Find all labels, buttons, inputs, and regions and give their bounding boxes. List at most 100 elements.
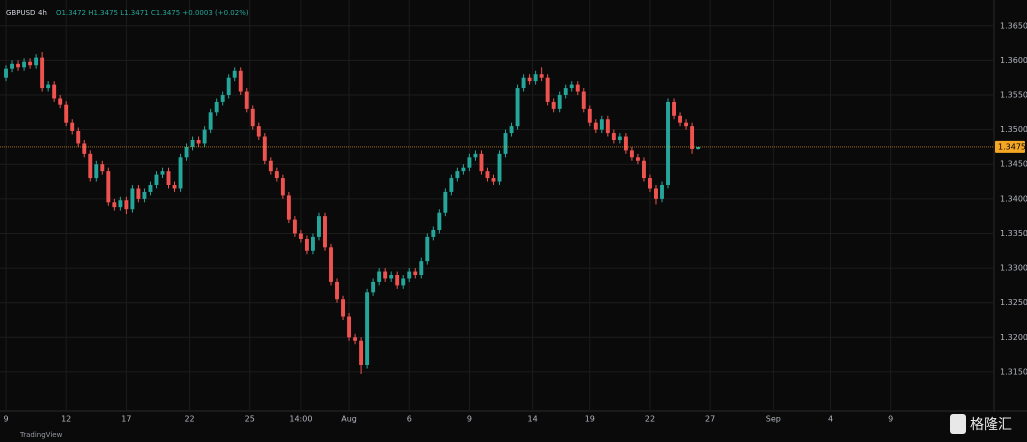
candle-body <box>431 230 436 237</box>
x-tick-label: 22 <box>645 415 655 424</box>
candle-body <box>286 195 291 220</box>
candle-body <box>359 340 364 365</box>
candles <box>4 52 701 374</box>
y-tick-label: 1.3600 <box>1000 56 1027 65</box>
candle-body <box>274 171 279 179</box>
candle-body <box>587 108 592 123</box>
candle-body <box>666 101 670 185</box>
x-tick-label: 14 <box>528 415 538 424</box>
candle-body <box>58 98 63 105</box>
grid-layer <box>0 0 993 410</box>
candle-body <box>256 126 261 137</box>
candle-body <box>593 122 598 130</box>
candle-body <box>425 236 430 262</box>
candle-body <box>473 153 478 158</box>
x-tick-label: 19 <box>585 415 595 424</box>
candle-body <box>690 126 695 149</box>
candle-body <box>377 271 382 282</box>
candle-body <box>413 271 418 275</box>
candle-body <box>202 129 207 144</box>
candle-body <box>503 133 508 154</box>
candle-body <box>353 337 358 341</box>
candle-body <box>437 212 442 230</box>
candle-body <box>22 61 27 68</box>
candle-body <box>118 200 123 208</box>
candle-body <box>617 136 622 140</box>
candle-body <box>497 153 502 182</box>
candle-body <box>479 153 484 172</box>
candle-body <box>672 101 676 116</box>
candle-body <box>341 299 345 317</box>
candle-body <box>635 157 640 161</box>
x-tick-label: 22 <box>184 415 194 424</box>
y-tick-label: 1.3400 <box>1000 194 1027 203</box>
candle-body <box>335 281 339 300</box>
candle-body <box>172 185 177 189</box>
candle-body <box>46 84 51 89</box>
candle-body <box>407 271 412 279</box>
candle-body <box>539 74 544 78</box>
candle-body <box>292 219 297 234</box>
x-tick-label: 14:00 <box>289 415 312 424</box>
candle-body <box>365 292 370 365</box>
candle-body <box>262 136 267 161</box>
candle-body <box>88 153 93 179</box>
x-tick-label: 12 <box>61 415 71 424</box>
candle-body <box>220 95 225 102</box>
candle-body <box>124 200 129 210</box>
candle-body <box>545 77 550 102</box>
candle-body <box>226 77 231 95</box>
candle-body <box>347 316 352 338</box>
candle-body <box>557 95 562 109</box>
x-tick-label: 25 <box>245 415 255 424</box>
candle-body <box>112 202 117 208</box>
logo-watermark: 格隆汇 <box>970 417 1012 433</box>
candle-body <box>214 101 219 113</box>
candle-body <box>304 239 309 251</box>
candle-body <box>623 136 628 151</box>
candle-body <box>491 178 496 182</box>
candle-body <box>323 216 327 248</box>
candle-body <box>208 112 213 130</box>
candle-body <box>100 164 105 172</box>
candle-body <box>244 91 249 109</box>
candle-body <box>76 131 81 144</box>
candle-body <box>298 233 303 239</box>
x-tick-label: Aug <box>341 415 357 424</box>
candle-body <box>515 88 520 127</box>
x-tick-label: 9 <box>888 415 893 424</box>
candle-body <box>184 146 189 158</box>
candle-body <box>52 84 57 99</box>
candle-body <box>238 70 243 92</box>
candle-body <box>563 88 568 95</box>
y-tick-label: 1.3550 <box>1000 91 1027 100</box>
candle-body <box>190 140 195 147</box>
candle-body <box>70 122 75 131</box>
candle-body <box>521 77 526 89</box>
candle-body <box>136 188 141 199</box>
y-tick-label: 1.3500 <box>1000 125 1027 134</box>
candle-body <box>551 101 556 109</box>
x-tick-label: 17 <box>121 415 131 424</box>
y-tick-label: 1.3350 <box>1000 229 1027 238</box>
y-tick-label: 1.3150 <box>1000 367 1027 376</box>
tradingview-watermark: TradingView <box>19 431 63 439</box>
candle-body <box>148 185 153 192</box>
candle-body <box>142 191 147 199</box>
candle-body <box>654 188 658 199</box>
candle-body <box>166 171 171 185</box>
candle-body <box>329 247 333 282</box>
candle-body <box>82 143 87 154</box>
y-tick-label: 1.3300 <box>1000 264 1027 273</box>
candle-body <box>575 84 580 92</box>
candle-body <box>196 140 201 144</box>
candle-body <box>660 185 664 199</box>
candle-body <box>449 178 454 192</box>
candle-body <box>154 174 159 185</box>
candle-body <box>268 160 273 172</box>
y-tick-label: 1.3250 <box>1000 298 1027 307</box>
x-tick-label: 9 <box>3 415 8 424</box>
x-tick-label: 9 <box>467 415 472 424</box>
candle-body <box>527 77 532 82</box>
